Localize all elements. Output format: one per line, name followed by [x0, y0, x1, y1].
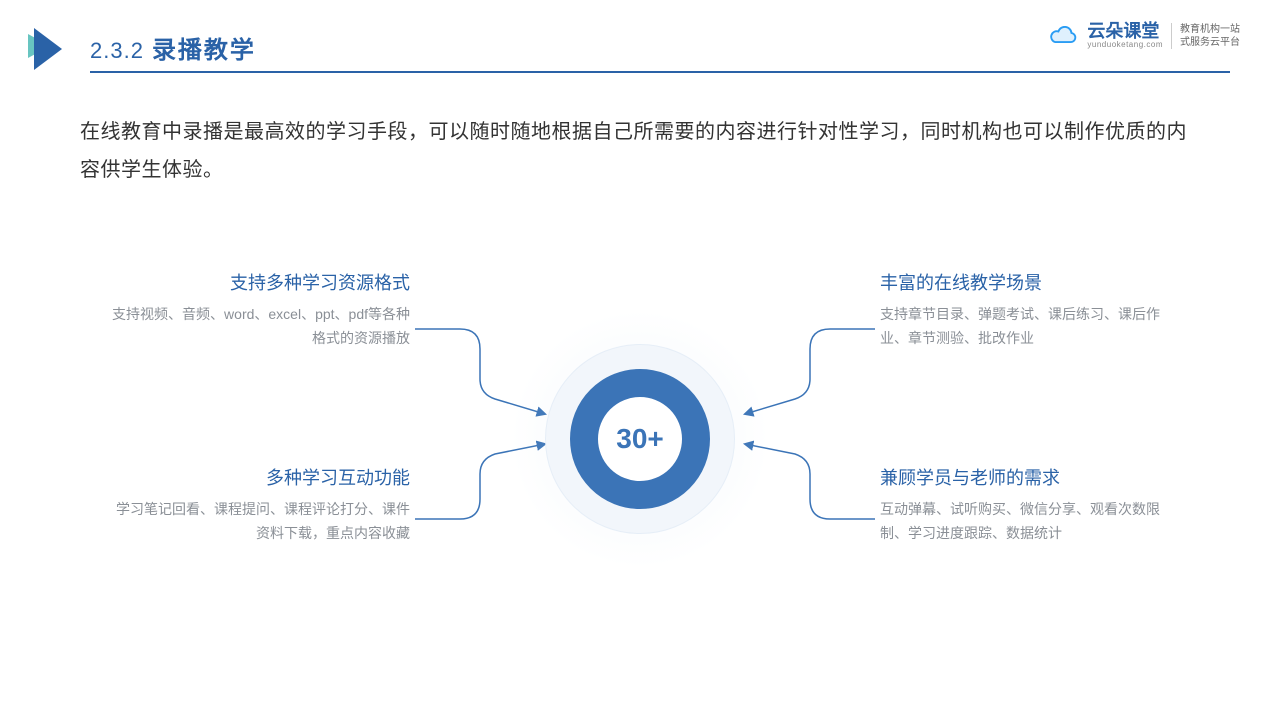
brand-tagline: 教育机构一站式服务云平台 [1180, 23, 1240, 49]
play-icon [28, 28, 66, 70]
slide-header: 2.3.2 录播教学 云朵课堂 yunduoketang.com 教育机构一站式… [0, 0, 1280, 83]
center-label: 30+ [616, 423, 664, 455]
feature-title: 多种学习互动功能 [110, 464, 410, 490]
title-underline [90, 71, 1230, 73]
feature-top-right: 丰富的在线教学场景 支持章节目录、弹题考试、课后练习、课后作业、章节测验、批改作… [880, 269, 1180, 351]
feature-top-left: 支持多种学习资源格式 支持视频、音频、word、excel、ppt、pdf等各种… [110, 269, 410, 351]
logo-divider [1171, 23, 1172, 49]
feature-diagram: 30+ 支持多种学习资源格式 支持视频、音频、word、excel、ppt、pd… [0, 219, 1280, 659]
feature-desc: 互动弹幕、试听购买、微信分享、观看次数限制、学习进度跟踪、数据统计 [880, 498, 1180, 546]
feature-desc: 支持章节目录、弹题考试、课后练习、课后作业、章节测验、批改作业 [880, 303, 1180, 351]
feature-desc: 学习笔记回看、课程提问、课程评论打分、课件资料下载，重点内容收藏 [110, 498, 410, 546]
intro-paragraph: 在线教育中录播是最高效的学习手段，可以随时随地根据自己所需要的内容进行针对性学习… [0, 83, 1280, 189]
feature-bottom-left: 多种学习互动功能 学习笔记回看、课程提问、课程评论打分、课件资料下载，重点内容收… [110, 464, 410, 546]
cloud-icon [1049, 26, 1079, 46]
feature-desc: 支持视频、音频、word、excel、ppt、pdf等各种格式的资源播放 [110, 303, 410, 351]
feature-title: 支持多种学习资源格式 [110, 269, 410, 295]
brand-name: 云朵课堂 [1087, 22, 1163, 40]
ring: 30+ [570, 369, 710, 509]
section-number: 2.3.2 [90, 38, 144, 64]
feature-title: 丰富的在线教学场景 [880, 269, 1180, 295]
feature-title: 兼顾学员与老师的需求 [880, 464, 1180, 490]
feature-bottom-right: 兼顾学员与老师的需求 互动弹幕、试听购买、微信分享、观看次数限制、学习进度跟踪、… [880, 464, 1180, 546]
brand-logo: 云朵课堂 yunduoketang.com 教育机构一站式服务云平台 [1049, 22, 1240, 49]
section-title: 录播教学 [152, 30, 256, 65]
brand-domain: yunduoketang.com [1087, 40, 1163, 49]
